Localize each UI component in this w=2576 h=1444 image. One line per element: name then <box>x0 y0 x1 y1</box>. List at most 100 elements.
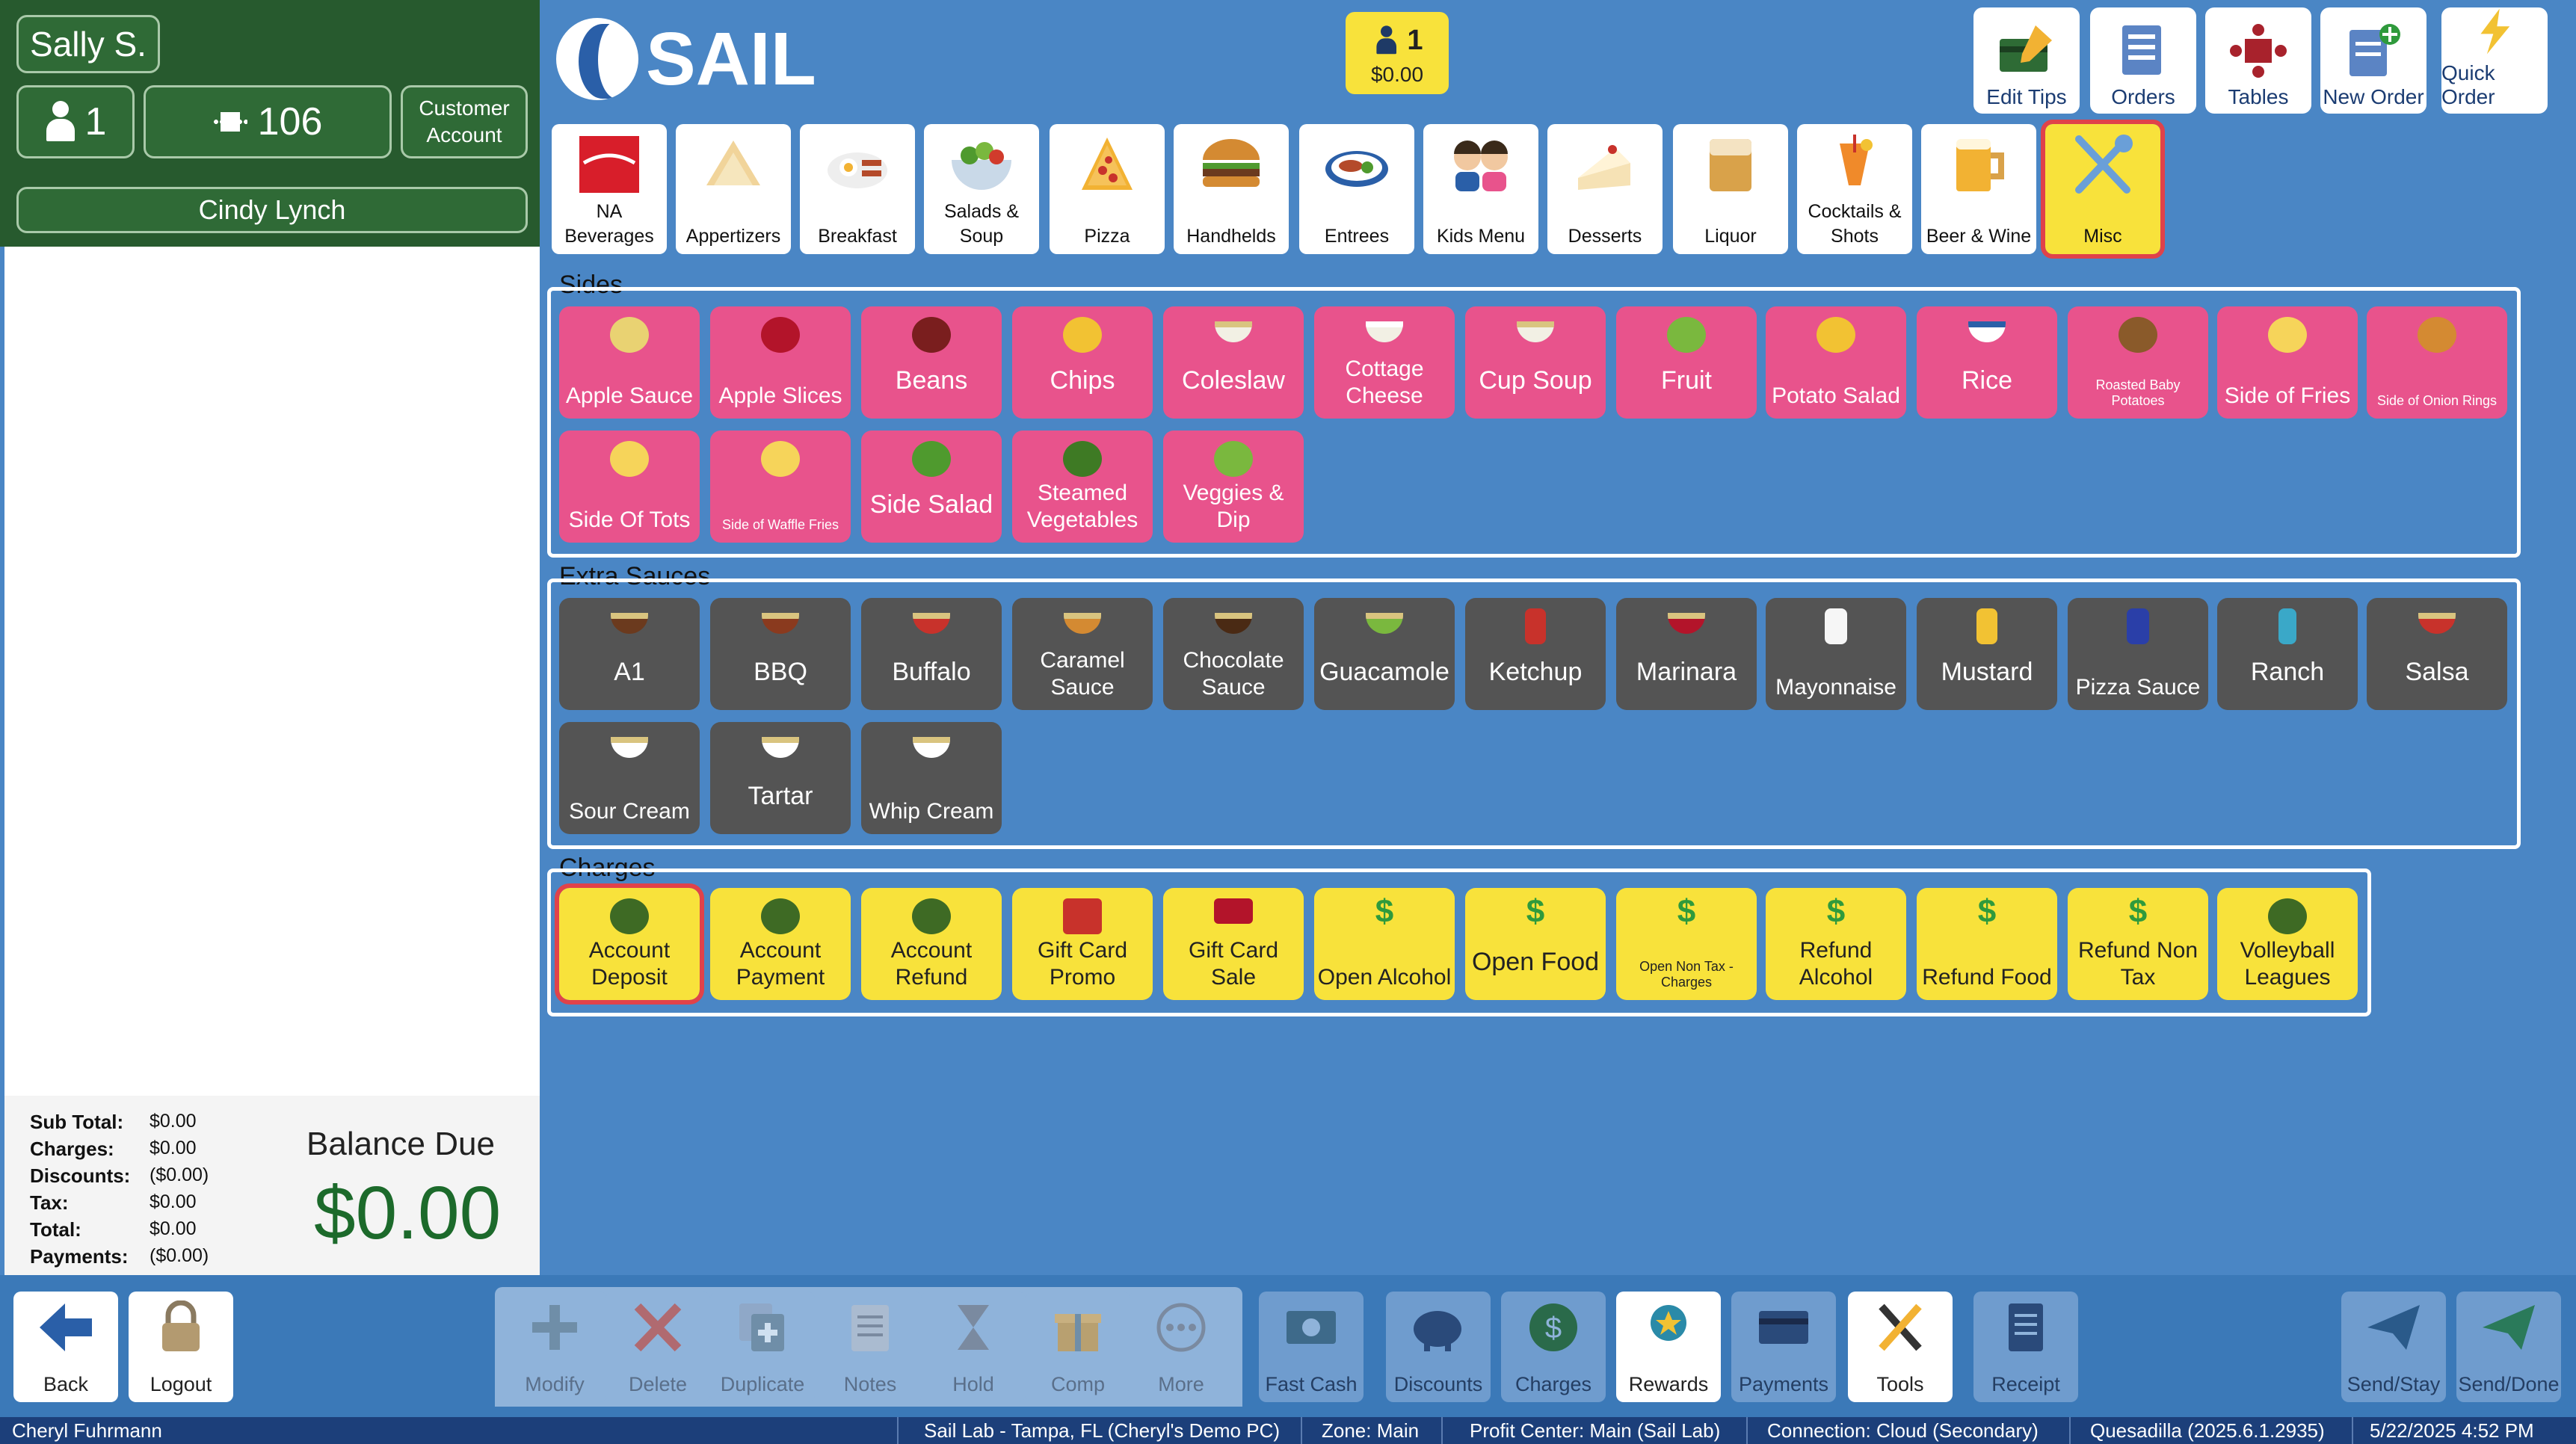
item-sour-cream[interactable]: Sour Cream <box>559 722 700 834</box>
quick-order-button[interactable]: Quick Order <box>2441 7 2548 114</box>
receipt-button[interactable]: Receipt <box>1973 1292 2078 1402</box>
guest-count-button[interactable]: 1 <box>16 85 135 158</box>
item-beans[interactable]: Beans <box>861 306 1002 419</box>
item-apple-sauce[interactable]: Apple Sauce <box>559 306 700 419</box>
item-label: Side of Onion Rings <box>2376 393 2498 409</box>
item-refund-alcohol[interactable]: $ Refund Alcohol <box>1766 888 1906 1000</box>
item-volleyball-leagues[interactable]: Volleyball Leagues <box>2217 888 2358 1000</box>
table-number-button[interactable]: 106 <box>144 85 392 158</box>
item-account-payment[interactable]: Account Payment <box>710 888 851 1000</box>
hold-button[interactable]: Hold <box>921 1292 1026 1402</box>
cover-badge[interactable]: 1 $0.00 <box>1346 12 1449 94</box>
item-open-alcohol[interactable]: $ Open Alcohol <box>1314 888 1455 1000</box>
quick-order-label: Quick Order <box>2441 61 2495 108</box>
item-veggies-dip[interactable]: Veggies & Dip <box>1163 431 1304 543</box>
item-steamed-vegetables[interactable]: Steamed Vegetables <box>1012 431 1153 543</box>
item-ranch[interactable]: Ranch <box>2217 598 2358 710</box>
paper-plane-icon <box>2483 1305 2535 1350</box>
item-chocolate-sauce[interactable]: Chocolate Sauce <box>1163 598 1304 710</box>
item-potato-salad[interactable]: Potato Salad <box>1766 306 1906 419</box>
item-pizza-sauce[interactable]: Pizza Sauce <box>2068 598 2208 710</box>
item-side-of-onion-rings[interactable]: Side of Onion Rings <box>2367 306 2507 419</box>
item-buffalo[interactable]: Buffalo <box>861 598 1002 710</box>
category-liquor[interactable]: Liquor <box>1673 124 1788 254</box>
category-beer-wine[interactable]: Beer & Wine <box>1921 124 2036 254</box>
modify-button[interactable]: Modify <box>502 1292 607 1402</box>
total-label: Total: <box>30 1218 81 1241</box>
item-mustard[interactable]: Mustard <box>1917 598 2057 710</box>
item-side-of-tots[interactable]: Side Of Tots <box>559 431 700 543</box>
item-bbq[interactable]: BBQ <box>710 598 851 710</box>
tools-button[interactable]: Tools <box>1848 1292 1953 1402</box>
item-coleslaw[interactable]: Coleslaw <box>1163 306 1304 419</box>
send-stay-button[interactable]: Send/Stay <box>2341 1292 2446 1402</box>
item-open-non-tax-charges[interactable]: $ Open Non Tax - Charges <box>1616 888 1757 1000</box>
charges-button[interactable]: $ Charges <box>1501 1292 1606 1402</box>
rewards-button[interactable]: Rewards <box>1616 1292 1721 1402</box>
coleslaw-bowl-icon <box>1215 321 1252 342</box>
item-gift-card-sale[interactable]: Gift Card Sale <box>1163 888 1304 1000</box>
item-roasted-baby-potatoes[interactable]: Roasted Baby Potatoes <box>2068 306 2208 419</box>
tables-button[interactable]: Tables <box>2205 7 2311 114</box>
logout-button[interactable]: Logout <box>129 1292 233 1402</box>
category-cocktails-shots[interactable]: Cocktails & Shots <box>1797 124 1912 254</box>
delete-button[interactable]: Delete <box>606 1292 710 1402</box>
payments-button[interactable]: Payments <box>1731 1292 1836 1402</box>
customer-name-button[interactable]: Cindy Lynch <box>16 187 528 233</box>
fast-cash-button[interactable]: Fast Cash <box>1259 1292 1364 1402</box>
bean-icon <box>912 317 951 353</box>
category-salads-soup[interactable]: Salads & Soup <box>924 124 1039 254</box>
item-side-of-waffle-fries[interactable]: Side of Waffle Fries <box>710 431 851 543</box>
tools-icon <box>1879 1303 1922 1351</box>
orders-button[interactable]: Orders <box>2090 7 2196 114</box>
category-handhelds[interactable]: Handhelds <box>1174 124 1289 254</box>
item-account-deposit[interactable]: Account Deposit <box>555 883 704 1005</box>
customer-account-button[interactable]: Customer Account <box>401 85 528 158</box>
item-open-food[interactable]: $ Open Food <box>1465 888 1606 1000</box>
back-button[interactable]: Back <box>13 1292 118 1402</box>
item-marinara[interactable]: Marinara <box>1616 598 1757 710</box>
item-mayonnaise[interactable]: Mayonnaise <box>1766 598 1906 710</box>
category-entrees[interactable]: Entrees <box>1299 124 1414 254</box>
sauce-cup-icon <box>762 737 799 758</box>
comp-button[interactable]: Comp <box>1026 1292 1130 1402</box>
category-breakfast[interactable]: Breakfast <box>800 124 915 254</box>
item-a1[interactable]: A1 <box>559 598 700 710</box>
item-gift-card-promo[interactable]: Gift Card Promo <box>1012 888 1153 1000</box>
item-account-refund[interactable]: Account Refund <box>861 888 1002 1000</box>
notes-button[interactable]: Notes <box>818 1292 922 1402</box>
item-apple-slices[interactable]: Apple Slices <box>710 306 851 419</box>
item-side-salad[interactable]: Side Salad <box>861 431 1002 543</box>
total-row: Total: $0.00 <box>30 1218 197 1241</box>
discounts-button[interactable]: Discounts <box>1386 1292 1491 1402</box>
duplicate-button[interactable]: Duplicate <box>710 1292 815 1402</box>
item-whip-cream[interactable]: Whip Cream <box>861 722 1002 834</box>
category-pizza[interactable]: Pizza <box>1050 124 1165 254</box>
item-ketchup[interactable]: Ketchup <box>1465 598 1606 710</box>
category-na-beverages[interactable]: NA Beverages <box>552 124 667 254</box>
category-kids-menu[interactable]: Kids Menu <box>1423 124 1538 254</box>
item-salsa[interactable]: Salsa <box>2367 598 2507 710</box>
item-guacamole[interactable]: Guacamole <box>1314 598 1455 710</box>
item-chips[interactable]: Chips <box>1012 306 1153 419</box>
more-button[interactable]: More <box>1129 1292 1233 1402</box>
item-cup-soup[interactable]: Cup Soup <box>1465 306 1606 419</box>
beer-mug-icon <box>1956 139 2004 191</box>
item-cottage-cheese[interactable]: Cottage Cheese <box>1314 306 1455 419</box>
item-side-of-fries[interactable]: Side of Fries <box>2217 306 2358 419</box>
server-name-button[interactable]: Sally S. <box>16 15 160 73</box>
item-caramel-sauce[interactable]: Caramel Sauce <box>1012 598 1153 710</box>
category-appertizers[interactable]: Appertizers <box>676 124 791 254</box>
send-done-button[interactable]: Send/Done <box>2456 1292 2561 1402</box>
category-desserts[interactable]: Desserts <box>1547 124 1663 254</box>
item-refund-food[interactable]: $ Refund Food <box>1917 888 2057 1000</box>
edit-tips-button[interactable]: Edit Tips <box>1973 7 2080 114</box>
item-fruit[interactable]: Fruit <box>1616 306 1757 419</box>
new-order-button[interactable]: New Order <box>2320 7 2426 114</box>
category-misc[interactable]: Misc <box>2041 120 2165 259</box>
item-rice[interactable]: Rice <box>1917 306 2057 419</box>
item-tartar[interactable]: Tartar <box>710 722 851 834</box>
order-items-list[interactable] <box>4 247 540 1096</box>
item-refund-non-tax[interactable]: $ Refund Non Tax <box>2068 888 2208 1000</box>
edit-tips-icon <box>2000 25 2052 72</box>
